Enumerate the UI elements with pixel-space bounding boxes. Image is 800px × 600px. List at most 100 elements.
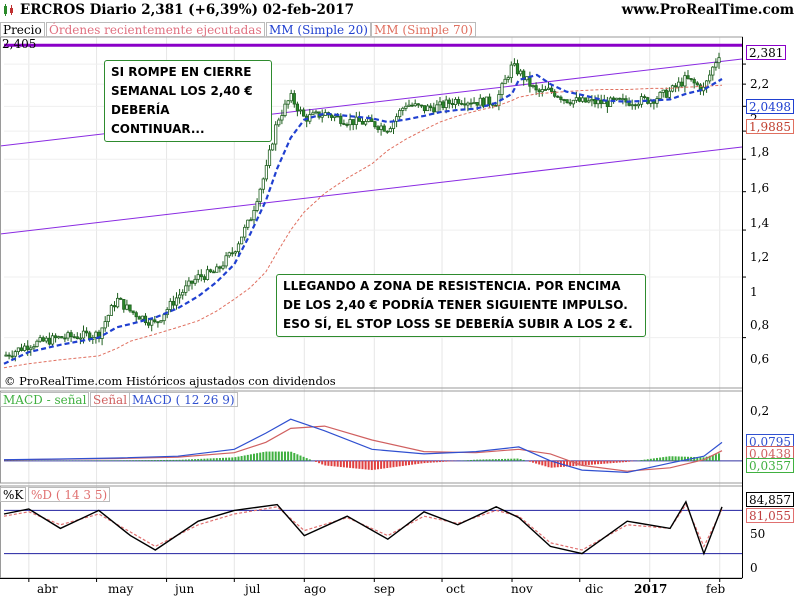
candle-body bbox=[683, 75, 687, 87]
candle-body bbox=[351, 119, 355, 126]
candle-body bbox=[156, 321, 160, 324]
candle-body bbox=[450, 103, 455, 106]
candle-body bbox=[264, 165, 269, 180]
candle-body bbox=[717, 57, 721, 64]
candle-body bbox=[550, 87, 554, 92]
candle-body bbox=[329, 114, 334, 118]
candle-body bbox=[388, 128, 393, 133]
candle-body bbox=[162, 314, 166, 322]
candle-body bbox=[32, 346, 36, 349]
candle-body bbox=[81, 330, 86, 339]
candle-body bbox=[190, 280, 194, 284]
candle-body bbox=[593, 99, 597, 105]
website-link[interactable]: www.ProRealTime.com bbox=[621, 2, 794, 18]
y-tick: 1,8 bbox=[750, 145, 770, 159]
candle-body bbox=[323, 112, 327, 116]
moving-averages bbox=[3, 73, 723, 369]
candle-body bbox=[519, 70, 523, 75]
candle-body bbox=[339, 115, 343, 124]
candle-body bbox=[230, 252, 234, 255]
candle-body bbox=[150, 319, 154, 326]
candle-body bbox=[385, 130, 389, 133]
ma20-value-badge: 2,0498 bbox=[746, 99, 794, 114]
candle-body bbox=[537, 89, 541, 93]
candle-body bbox=[701, 86, 706, 92]
candle-body bbox=[29, 347, 33, 350]
annotation-line: DEBERÍA CONTINUAR... bbox=[111, 103, 205, 136]
candle-body bbox=[224, 255, 228, 267]
candle-body bbox=[354, 116, 358, 126]
candle-body bbox=[404, 105, 408, 109]
candle-body bbox=[252, 210, 256, 221]
candle-body bbox=[674, 85, 678, 88]
legend-ma20[interactable]: MM (Simple 20) bbox=[266, 22, 371, 37]
candle-body bbox=[69, 332, 73, 338]
candle-body bbox=[283, 103, 287, 116]
candle-body bbox=[301, 109, 306, 117]
candle-body bbox=[208, 269, 213, 273]
candle-body bbox=[373, 121, 377, 128]
x-tick: nov bbox=[511, 582, 533, 596]
legend-stoch-d[interactable]: %D ( 14 3 5) bbox=[28, 487, 111, 502]
candle-body bbox=[407, 104, 411, 107]
legend-macd-signal[interactable]: Señal bbox=[90, 392, 131, 407]
candle-body bbox=[438, 101, 442, 106]
candle-body bbox=[475, 102, 479, 106]
top-value-label: 2,405 bbox=[2, 37, 37, 51]
hist-value-badge: 0,0357 bbox=[746, 458, 794, 473]
candle-body bbox=[103, 321, 107, 329]
candle-body bbox=[546, 87, 551, 90]
candle-body bbox=[584, 97, 588, 103]
candle-body bbox=[360, 121, 365, 125]
candle-body bbox=[559, 96, 563, 100]
candle-body bbox=[280, 115, 284, 121]
candle-body bbox=[233, 251, 237, 254]
candle-body bbox=[286, 100, 290, 105]
legend-macd[interactable]: MACD ( 12 26 9) bbox=[129, 392, 238, 407]
x-tick: sep bbox=[374, 582, 395, 596]
candle-body bbox=[35, 340, 39, 347]
x-tick: dic bbox=[585, 582, 604, 596]
candle-body bbox=[447, 99, 451, 104]
candle-body bbox=[38, 337, 42, 342]
annotation-line: ESO SÍ, EL STOP LOSS SE DEBERÍA SUBIR A … bbox=[283, 317, 633, 331]
candle-body bbox=[531, 85, 535, 88]
candle-body bbox=[50, 335, 55, 345]
candlestick-logo-icon bbox=[4, 4, 13, 16]
candle-body bbox=[435, 104, 439, 113]
candle-body bbox=[636, 103, 641, 107]
candle-body bbox=[308, 114, 312, 122]
candle-body bbox=[540, 89, 544, 93]
candle-body bbox=[661, 89, 665, 93]
annotation-line: SI ROMPE EN CIERRE bbox=[111, 65, 252, 79]
candle-body bbox=[215, 266, 219, 273]
candle-body bbox=[168, 300, 172, 310]
candle-body bbox=[460, 103, 464, 105]
candle-body bbox=[10, 355, 14, 358]
legend-executed-orders[interactable]: Órdenes recientemente ejecutadas bbox=[46, 22, 265, 37]
candle-body bbox=[134, 312, 138, 318]
candle-body bbox=[292, 93, 296, 105]
candle-body bbox=[7, 354, 11, 357]
candle-body bbox=[246, 219, 250, 228]
candle-body bbox=[487, 96, 492, 105]
candle-body bbox=[16, 347, 21, 353]
candle-body bbox=[100, 327, 104, 339]
candle-body bbox=[66, 332, 70, 339]
candle-body bbox=[187, 280, 191, 287]
candle-body bbox=[205, 269, 210, 280]
candle-body bbox=[75, 336, 79, 339]
candle-body bbox=[137, 316, 141, 320]
stoch-y-tick: 50 bbox=[750, 527, 766, 541]
legend-ma70[interactable]: MM (Simple 70) bbox=[371, 22, 476, 37]
legend-macd-hist[interactable]: MACD - señal bbox=[0, 392, 90, 407]
candle-body bbox=[243, 226, 247, 238]
stoch-k-badge: 84,857 bbox=[746, 492, 794, 507]
candle-body bbox=[184, 285, 188, 293]
legend-stoch-k[interactable]: %K bbox=[0, 487, 27, 502]
candle-body bbox=[612, 97, 616, 101]
candle-body bbox=[630, 104, 634, 107]
candle-body bbox=[398, 110, 402, 118]
candle-body bbox=[274, 124, 278, 145]
annotation-breakout: SI ROMPE EN CIERRE SEMANAL LOS 2,40 € DE… bbox=[104, 60, 272, 142]
